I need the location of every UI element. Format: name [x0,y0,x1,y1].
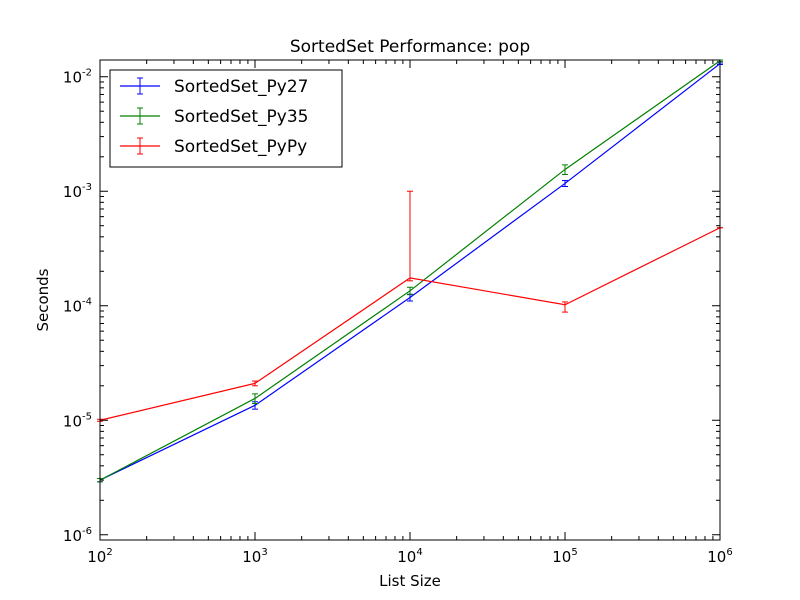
y-tick-exponent: -3 [82,182,92,193]
y-tick-exponent: -4 [82,297,92,308]
series-SortedSet_PyPy [97,190,723,422]
series-SortedSet_Py35 [97,59,723,483]
legend-entry: SortedSet_PyPy [120,137,307,157]
y-tick-label: 10-4 [63,297,92,316]
x-tick-label: 106 [707,547,732,566]
y-tick-exponent: -6 [82,526,92,537]
legend-entry: SortedSet_Py27 [120,77,308,97]
y-tick-label: 10-5 [63,411,92,430]
legend-label: SortedSet_PyPy [174,137,307,157]
y-tick-base: 10 [63,412,82,430]
y-tick-label: 10-6 [63,526,92,545]
x-tick-label: 103 [242,547,267,566]
x-tick-label: 104 [397,547,422,566]
x-tick-exponent: 4 [416,547,422,558]
x-tick-label: 105 [552,547,577,566]
x-tick-label: 102 [87,547,112,566]
y-tick-exponent: -2 [82,68,92,79]
y-tick-base: 10 [63,183,82,201]
y-axis-label: Seconds [34,268,52,331]
x-tick-base: 10 [397,548,416,566]
legend-label: SortedSet_Py35 [174,107,308,127]
x-tick-base: 10 [242,548,261,566]
legend: SortedSet_Py27 SortedSet_Py35 SortedSet_Py… [109,69,343,168]
chart-title: SortedSet Performance: pop [290,37,530,57]
x-tick-base: 10 [87,548,106,566]
legend-label: SortedSet_Py27 [174,77,308,97]
x-axis-label: List Size [379,572,441,590]
y-tick-label: 10-2 [63,68,92,87]
y-tick-exponent: -5 [82,411,92,422]
x-tick-base: 10 [707,548,726,566]
x-tick-exponent: 3 [261,547,267,558]
x-tick-exponent: 6 [726,547,732,558]
x-tick-exponent: 5 [571,547,577,558]
series-layer [97,59,723,483]
x-tick-base: 10 [552,548,571,566]
legend-entry: SortedSet_Py35 [120,107,308,127]
y-tick-base: 10 [63,298,82,316]
y-tick-base: 10 [63,69,82,87]
y-tick-base: 10 [63,527,82,545]
x-tick-exponent: 2 [106,547,112,558]
y-tick-label: 10-3 [63,182,92,201]
